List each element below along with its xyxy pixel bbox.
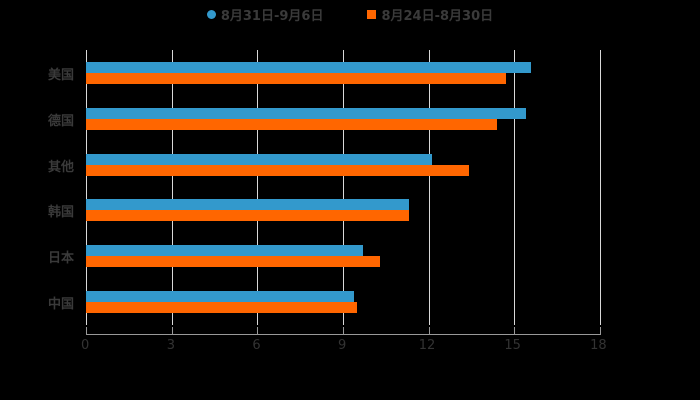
bar-series-1[interactable] xyxy=(86,153,432,165)
bar-series-1[interactable] xyxy=(86,291,355,302)
axis-tick xyxy=(600,327,601,335)
gridline xyxy=(171,50,173,325)
gridline xyxy=(86,50,87,325)
axis-tick xyxy=(86,327,87,335)
legend-item-series-1[interactable]: 8月31日-9月6日 xyxy=(206,4,324,24)
axis-tick xyxy=(257,327,259,335)
gridline xyxy=(514,50,516,325)
x-tick-label: 9 xyxy=(338,338,347,353)
bar-series-2[interactable] xyxy=(86,302,358,313)
legend-item-series-2[interactable]: 8月24日-8月30日 xyxy=(367,4,493,24)
y-category-label: 美国 xyxy=(48,68,75,83)
gridline xyxy=(343,50,344,325)
axis-tick xyxy=(428,327,430,335)
legend: 8月31日-9月6日 8月24日-8月30日 xyxy=(0,4,700,24)
bar-series-2[interactable] xyxy=(86,256,381,268)
bar-series-2[interactable] xyxy=(86,210,409,222)
x-axis-line xyxy=(86,334,601,335)
y-category-label: 韩国 xyxy=(48,205,75,221)
y-category-label: 德国 xyxy=(48,113,75,129)
bar-series-1[interactable] xyxy=(86,245,363,257)
bar-series-1[interactable] xyxy=(86,107,526,119)
bar-series-2[interactable] xyxy=(86,73,506,84)
axis-tick xyxy=(514,327,516,335)
y-category-label: 中国 xyxy=(48,297,75,312)
x-tick-label: 15 xyxy=(504,338,521,353)
x-tick-label: 6 xyxy=(252,338,261,353)
bar-series-1[interactable] xyxy=(86,199,409,211)
x-tick-label: 3 xyxy=(166,338,175,353)
legend-circle-icon xyxy=(206,9,216,19)
axis-tick xyxy=(343,327,344,335)
gridline xyxy=(257,50,259,325)
bar-series-2[interactable] xyxy=(86,164,469,176)
legend-label: 8月24日-8月30日 xyxy=(381,8,494,24)
gridline xyxy=(600,50,601,325)
axis-tick xyxy=(171,327,173,335)
x-tick-label: 18 xyxy=(590,338,607,353)
bar-series-1[interactable] xyxy=(86,62,532,73)
y-category-label: 日本 xyxy=(48,251,75,267)
y-category-label: 其他 xyxy=(48,159,75,175)
x-tick-label: 12 xyxy=(418,338,436,353)
legend-square-icon xyxy=(367,9,377,19)
legend-label: 8月31日-9月6日 xyxy=(220,8,324,24)
x-tick-label: 0 xyxy=(81,338,90,353)
bar-series-2[interactable] xyxy=(86,118,498,130)
gridline xyxy=(428,50,430,325)
